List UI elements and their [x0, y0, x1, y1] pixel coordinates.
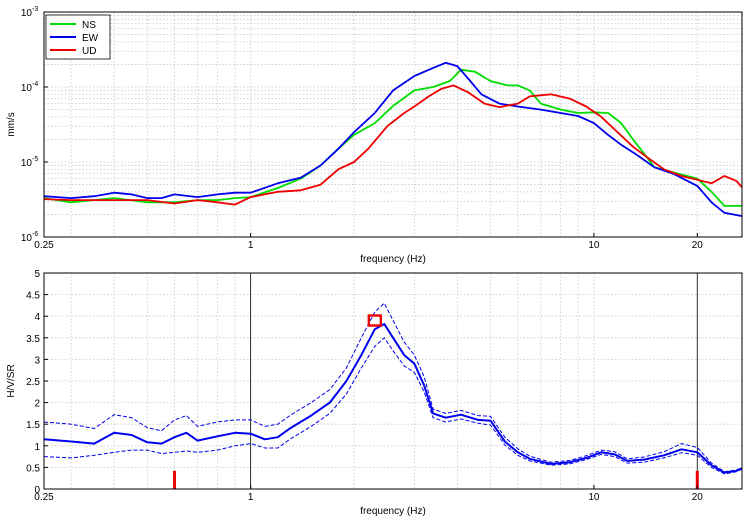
series-line-ew — [43, 61, 743, 217]
y-tick-label: 1.5 — [26, 420, 40, 431]
x-tick-label: 1 — [248, 240, 254, 251]
peak-marker — [367, 314, 383, 327]
hvsr-curve-minus-std — [43, 337, 743, 475]
y-tick-label: 1 — [34, 442, 40, 453]
y-tick-label: 3 — [34, 355, 40, 366]
x-tick-label: 10 — [588, 240, 600, 251]
y-tick-exponent: -6 — [32, 231, 38, 238]
y-tick-label: 5 — [34, 269, 40, 280]
legend: NS EW UD — [45, 14, 111, 60]
y-tick-label: 10 — [21, 8, 33, 19]
y-tick-label: 0 — [34, 485, 40, 496]
y-tick-label: 4.5 — [26, 291, 40, 302]
x-tick-label: 1 — [248, 492, 254, 503]
x-tick-label: 0.25 — [34, 492, 54, 503]
legend-label-ns: NS — [82, 20, 96, 31]
series-line-ud — [43, 84, 743, 206]
x-grid — [70, 12, 698, 237]
y-tick-label: 10 — [21, 233, 33, 244]
y-grid — [44, 294, 742, 468]
x-axis-label: frequency (Hz) — [360, 254, 426, 265]
y-tick-exponent: -3 — [32, 6, 38, 13]
y-tick-label: 4 — [34, 312, 40, 323]
y-tick-label: 2.5 — [26, 377, 40, 388]
legend-label-ew: EW — [82, 33, 99, 44]
x-tick-label: 0.25 — [34, 240, 54, 251]
y-tick-label: 10 — [21, 83, 33, 94]
hvsr-plot: 0.25 1 10 20 0 0.5 1 1.5 2 2.5 3 3.5 4 4.5 5 frequency … — [6, 269, 743, 517]
y-tick-label: 3.5 — [26, 334, 40, 345]
y-tick-label: 2 — [34, 399, 40, 410]
hvsr-curve-mean — [43, 323, 743, 474]
x-tick-label: 10 — [588, 492, 600, 503]
y-tick-exponent: -5 — [32, 156, 38, 163]
hvsr-curve-plus-std — [43, 302, 743, 473]
y-tick-label: 10 — [21, 158, 33, 169]
legend-label-ud: UD — [82, 46, 96, 57]
x-tick-label: 20 — [692, 240, 704, 251]
plot-frame — [43, 11, 743, 238]
x-axis-label: frequency (Hz) — [360, 506, 426, 517]
plot-frame — [43, 272, 743, 490]
y-tick-label: 0.5 — [26, 463, 40, 474]
y-axis-label: mm/s — [6, 112, 17, 136]
y-grid — [44, 15, 742, 215]
y-tick-exponent: -4 — [32, 81, 38, 88]
x-tick-label: 20 — [692, 492, 704, 503]
y-axis-label: H/V/SR — [6, 364, 17, 397]
